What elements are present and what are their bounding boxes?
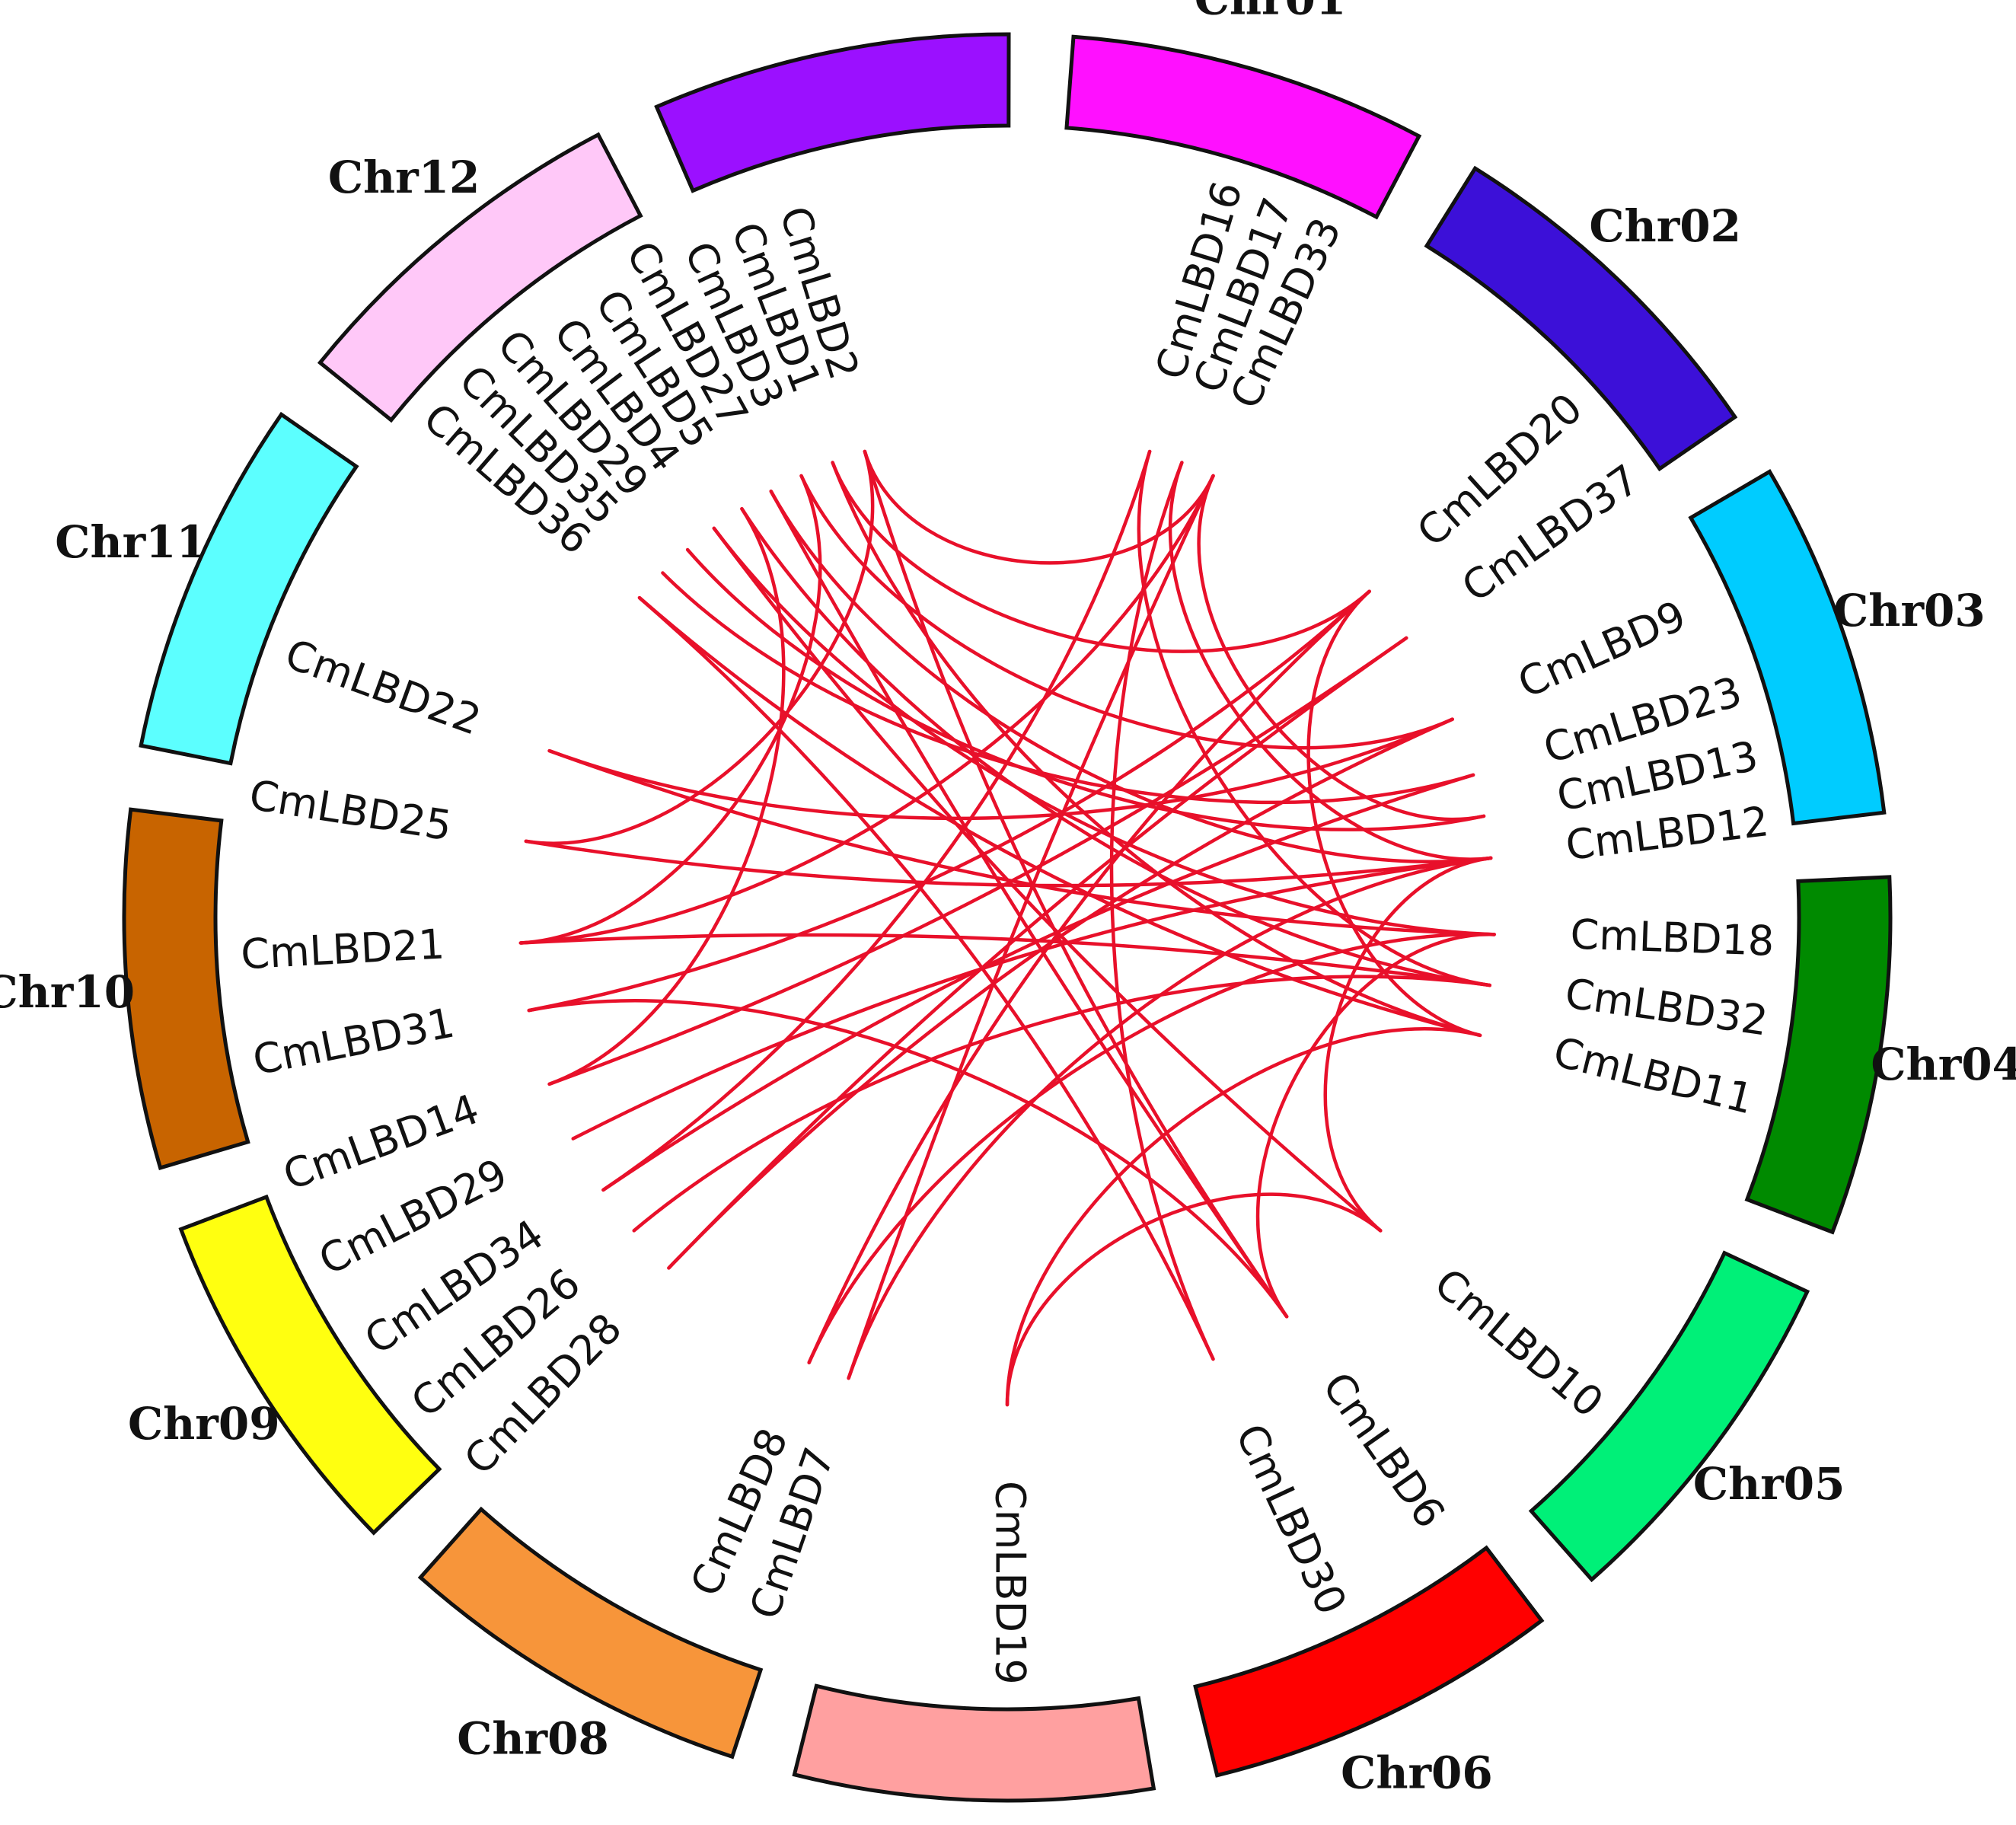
collinearity-link (571, 856, 1493, 1141)
collinearity-link (863, 449, 1215, 565)
collinearity-link (799, 474, 1454, 750)
collinearity-link (847, 474, 1215, 1380)
gene-label: CmLBD6 (1313, 1364, 1454, 1536)
chromosome-block-chr07 (792, 1683, 1156, 1803)
chromosome-block-chr10 (122, 807, 250, 1170)
collinearity-link (547, 748, 1496, 936)
collinearity-link (527, 589, 1371, 1013)
chromosome-label-chr00: Chr00 (739, 0, 892, 8)
gene-label: CmLBD25 (246, 771, 455, 850)
chromosome-label-chr11: Chr11 (55, 516, 207, 568)
chromosome-block-chr08 (417, 1506, 764, 1760)
chromosome-label-chr03: Chr03 (1833, 585, 1986, 637)
collinearity-link (1137, 449, 1492, 987)
collinearity-link (1005, 1026, 1482, 1407)
collinearity-link (769, 489, 1289, 1319)
collinearity-link (527, 999, 1289, 1319)
gene-label: CmLBD32 (1562, 969, 1771, 1045)
collinearity-link (601, 449, 1152, 1192)
gene-label: CmLBD30 (1227, 1417, 1356, 1622)
collinearity-link (807, 932, 1496, 1364)
chromosome-label-chr06: Chr06 (1341, 1747, 1493, 1798)
gene-label: CmLBD19 (986, 1481, 1034, 1685)
collinearity-link (518, 933, 1492, 987)
gene-label: CmLBD10 (1425, 1259, 1612, 1427)
collinearity-link (1005, 1192, 1383, 1407)
chromosome-block-chr03 (1688, 469, 1887, 826)
collinearity-link (518, 474, 1215, 945)
collinearity-link (831, 461, 1482, 1038)
gene-label: CmLBD22 (279, 630, 487, 745)
chromosome-block-chr11 (139, 411, 359, 766)
collinearity-link (601, 773, 1475, 1192)
collinearity-link (547, 636, 1408, 1086)
collinearity-link (1306, 589, 1482, 1038)
chromosome-block-chr00 (654, 32, 1011, 193)
chromosome-block-chr12 (317, 132, 643, 423)
collinearity-link (1168, 461, 1493, 861)
collinearity-link (863, 449, 1289, 1319)
gene-label: CmLBD18 (1570, 910, 1775, 965)
collinearity-link (1323, 856, 1493, 1233)
collinearity-link (807, 589, 1371, 1364)
chromosome-label-chr05: Chr05 (1693, 1458, 1845, 1510)
gene-label: CmLBD31 (249, 998, 458, 1084)
collinearity-link (637, 595, 1215, 1361)
collinearity-link (1255, 933, 1496, 1319)
collinearity-link (667, 636, 1408, 1270)
collinearity-link (524, 839, 1493, 888)
chromosome-label-chr01: Chr01 (1195, 0, 1347, 25)
chromosome-block-chr01 (1064, 34, 1422, 220)
collinearity-link (685, 547, 1486, 831)
collinearity-link (661, 571, 1475, 805)
chromosome-block-chr09 (178, 1194, 442, 1536)
gene-labels: CmLBD2CmLBD1CmLBD3CmLBD27CmLBD5CmLBD4CmL… (240, 176, 1775, 1685)
collinearity-link (547, 507, 786, 1086)
chromosome-label-chr10: Chr10 (0, 966, 135, 1018)
chromosome-block-chr02 (1424, 165, 1738, 472)
gene-label: CmLBD21 (240, 920, 446, 978)
chromosome-block-chr05 (1528, 1250, 1810, 1583)
chromosome-block-chr04 (1744, 875, 1893, 1235)
collinearity-link (547, 717, 1454, 821)
gene-label: CmLBD11 (1549, 1028, 1758, 1124)
chromosome-label-chr09: Chr09 (128, 1398, 280, 1450)
collinearity-link (632, 975, 1492, 1233)
chromosome-label-chr04: Chr04 (1871, 1039, 2016, 1090)
collinearity-link (1197, 474, 1486, 822)
collinearity-link (847, 856, 1493, 1380)
chromosome-label-chr08: Chr08 (457, 1713, 609, 1765)
chromosome-label-chr02: Chr02 (1589, 200, 1741, 252)
collinearity-link (667, 717, 1454, 1270)
chromosome-label-chr12: Chr12 (328, 152, 480, 203)
links-layer (518, 449, 1496, 1407)
chromosome-block-chr06 (1193, 1545, 1545, 1778)
collinearity-link (518, 474, 822, 945)
